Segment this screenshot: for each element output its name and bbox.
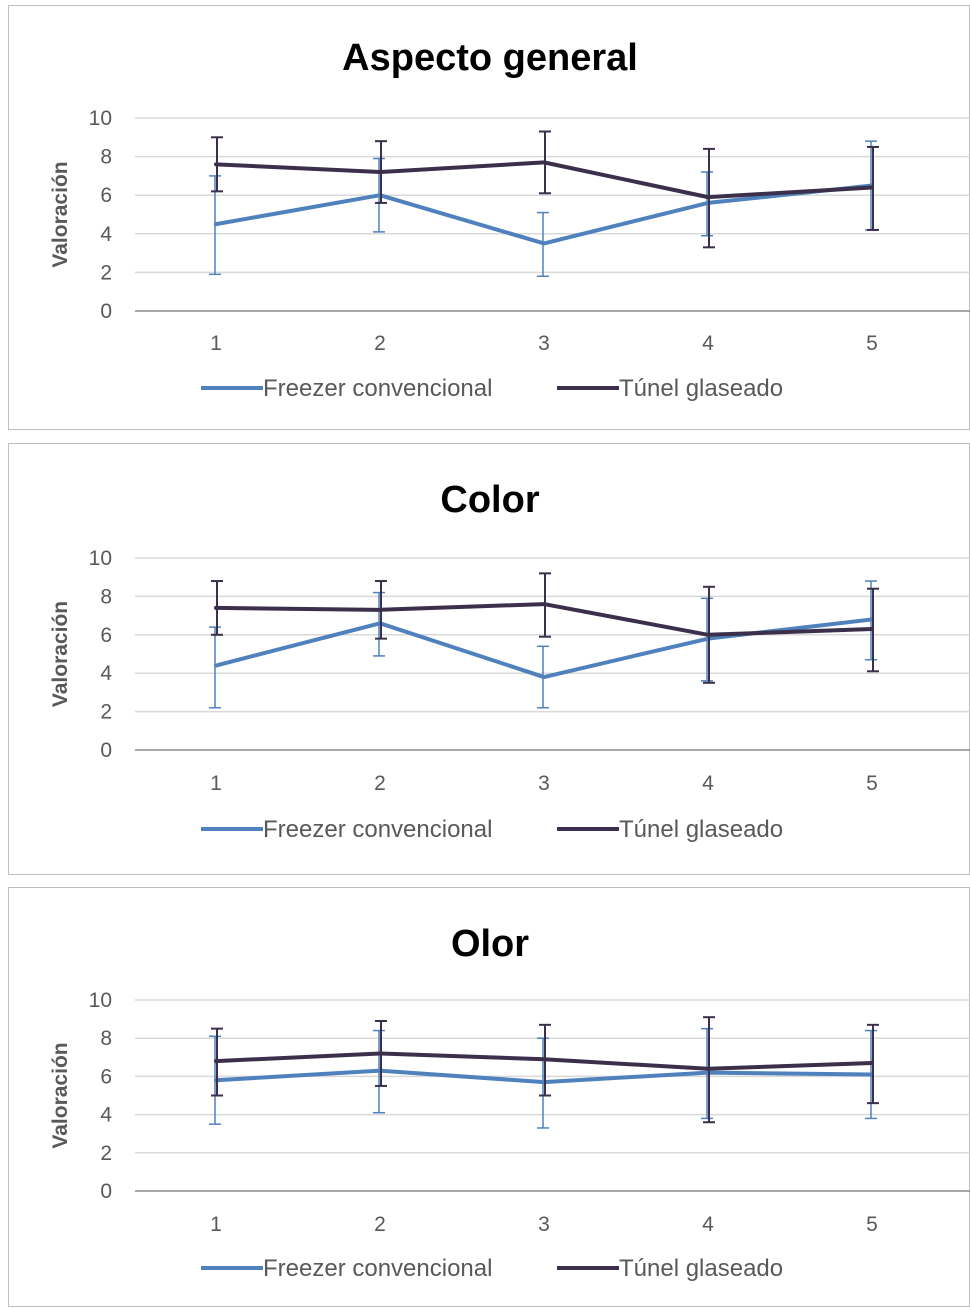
x-tick-label: 3 [538, 772, 550, 795]
y-tick-label: 2 [100, 701, 112, 724]
chart-title: Olor [451, 923, 529, 965]
y-tick-label: 6 [100, 1065, 112, 1088]
chart-title: Aspecto general [342, 37, 638, 79]
legend-label: Freezer convencional [263, 375, 492, 402]
y-tick-label: 0 [100, 1180, 112, 1203]
y-tick-label: 2 [100, 1142, 112, 1165]
x-tick-label: 1 [210, 1213, 222, 1236]
y-tick-label: 10 [89, 107, 112, 130]
y-axis-label: Valoración [49, 601, 72, 707]
y-tick-label: 4 [100, 662, 112, 685]
x-tick-label: 2 [374, 1213, 386, 1236]
chart-panel-color: Color 0 2 4 6 8 10 Valoración 1 2 3 4 5 Freezer conve… [8, 443, 970, 875]
chart-panel-aspecto-general: Aspecto general 0 2 4 6 8 10 Valoración 1 2 3 4 5 Fre… [8, 5, 970, 430]
legend-label: Freezer convencional [263, 816, 492, 843]
y-tick-label: 8 [100, 146, 112, 169]
y-tick-label: 0 [100, 739, 112, 762]
legend-label: Freezer convencional [263, 1255, 492, 1282]
chart-svg: Olor 0 2 4 6 8 10 Valoración 1 2 3 4 5 Freezer conven… [9, 888, 970, 1308]
y-tick-label: 2 [100, 261, 112, 284]
chart-panel-olor: Olor 0 2 4 6 8 10 Valoración 1 2 3 4 5 Freezer conven… [8, 887, 970, 1307]
chart-svg: Aspecto general 0 2 4 6 8 10 Valoración 1 2 3 4 5 Fre… [9, 6, 970, 431]
chart-svg: Color 0 2 4 6 8 10 Valoración 1 2 3 4 5 Freezer conve… [9, 444, 970, 876]
y-tick-label: 6 [100, 624, 112, 647]
y-tick-label: 4 [100, 223, 112, 246]
x-tick-label: 4 [702, 772, 714, 795]
x-tick-label: 2 [374, 332, 386, 355]
y-tick-label: 8 [100, 585, 112, 608]
y-tick-label: 0 [100, 300, 112, 323]
y-axis-label: Valoración [49, 161, 72, 267]
y-axis-label: Valoración [49, 1042, 72, 1148]
x-tick-label: 3 [538, 1213, 550, 1236]
legend-label: Túnel glaseado [619, 816, 783, 843]
y-tick-label: 8 [100, 1027, 112, 1050]
x-tick-label: 1 [210, 332, 222, 355]
y-tick-label: 10 [89, 547, 112, 570]
x-tick-label: 5 [866, 772, 878, 795]
y-tick-label: 10 [89, 989, 112, 1012]
y-tick-label: 4 [100, 1104, 112, 1127]
x-tick-label: 4 [702, 332, 714, 355]
legend-label: Túnel glaseado [619, 1255, 783, 1282]
x-tick-label: 5 [866, 332, 878, 355]
x-tick-label: 2 [374, 772, 386, 795]
x-tick-label: 4 [702, 1213, 714, 1236]
legend-label: Túnel glaseado [619, 375, 783, 402]
x-tick-label: 1 [210, 772, 222, 795]
y-tick-label: 6 [100, 184, 112, 207]
x-tick-label: 3 [538, 332, 550, 355]
chart-title: Color [440, 479, 539, 521]
x-tick-label: 5 [866, 1213, 878, 1236]
